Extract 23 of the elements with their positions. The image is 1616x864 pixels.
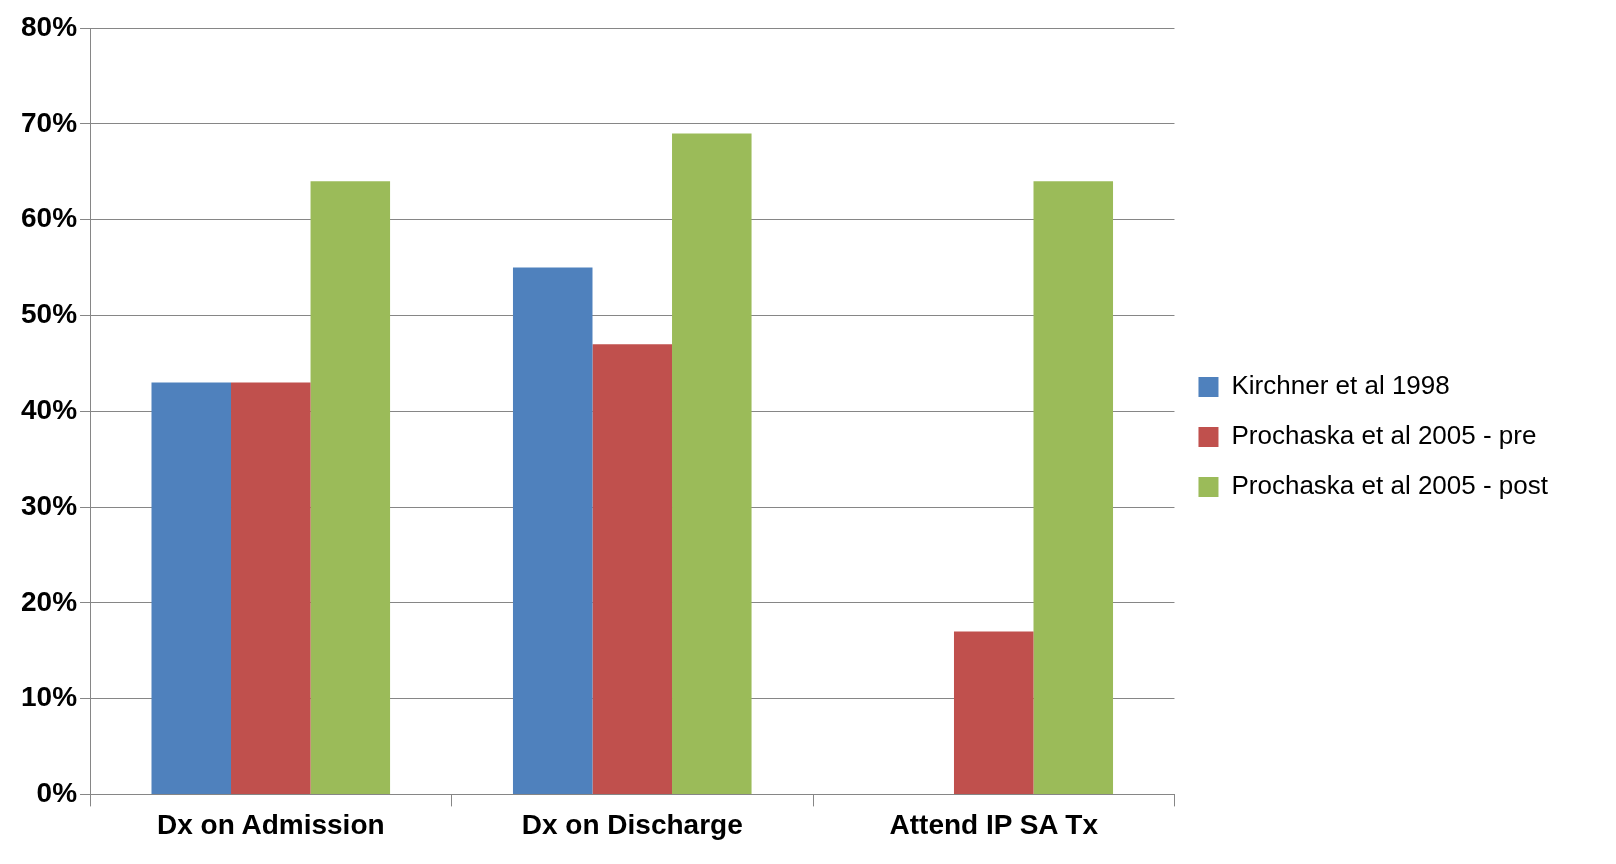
y-tick-label: 50% [20, 298, 78, 330]
y-tick-label: 80% [20, 10, 78, 42]
y-tick-label: 20% [20, 585, 78, 617]
legend-label: Kirchner et al 1998 [1231, 370, 1450, 401]
bar [151, 382, 232, 794]
y-tick-label: 40% [20, 393, 78, 425]
bar [310, 181, 391, 794]
x-tick-label: Dx on Discharge [521, 808, 743, 840]
bar [512, 267, 593, 794]
y-tick-label: 10% [20, 681, 78, 713]
x-tick-label: Dx on Admission [156, 808, 385, 840]
bar [672, 133, 752, 794]
y-tick-label: 0% [36, 777, 78, 809]
bar [953, 631, 1034, 794]
y-tick-label: 60% [20, 202, 78, 234]
y-tick-label: 70% [20, 106, 78, 138]
bar [231, 382, 311, 794]
bar [1033, 181, 1114, 794]
bar [592, 344, 673, 794]
legend-label: Prochaska et al 2005 - post [1231, 470, 1549, 501]
y-tick-label: 30% [20, 489, 78, 521]
x-tick-label: Attend IP SA Tx [889, 808, 1099, 840]
legend-label: Prochaska et al 2005 - pre [1231, 420, 1537, 451]
